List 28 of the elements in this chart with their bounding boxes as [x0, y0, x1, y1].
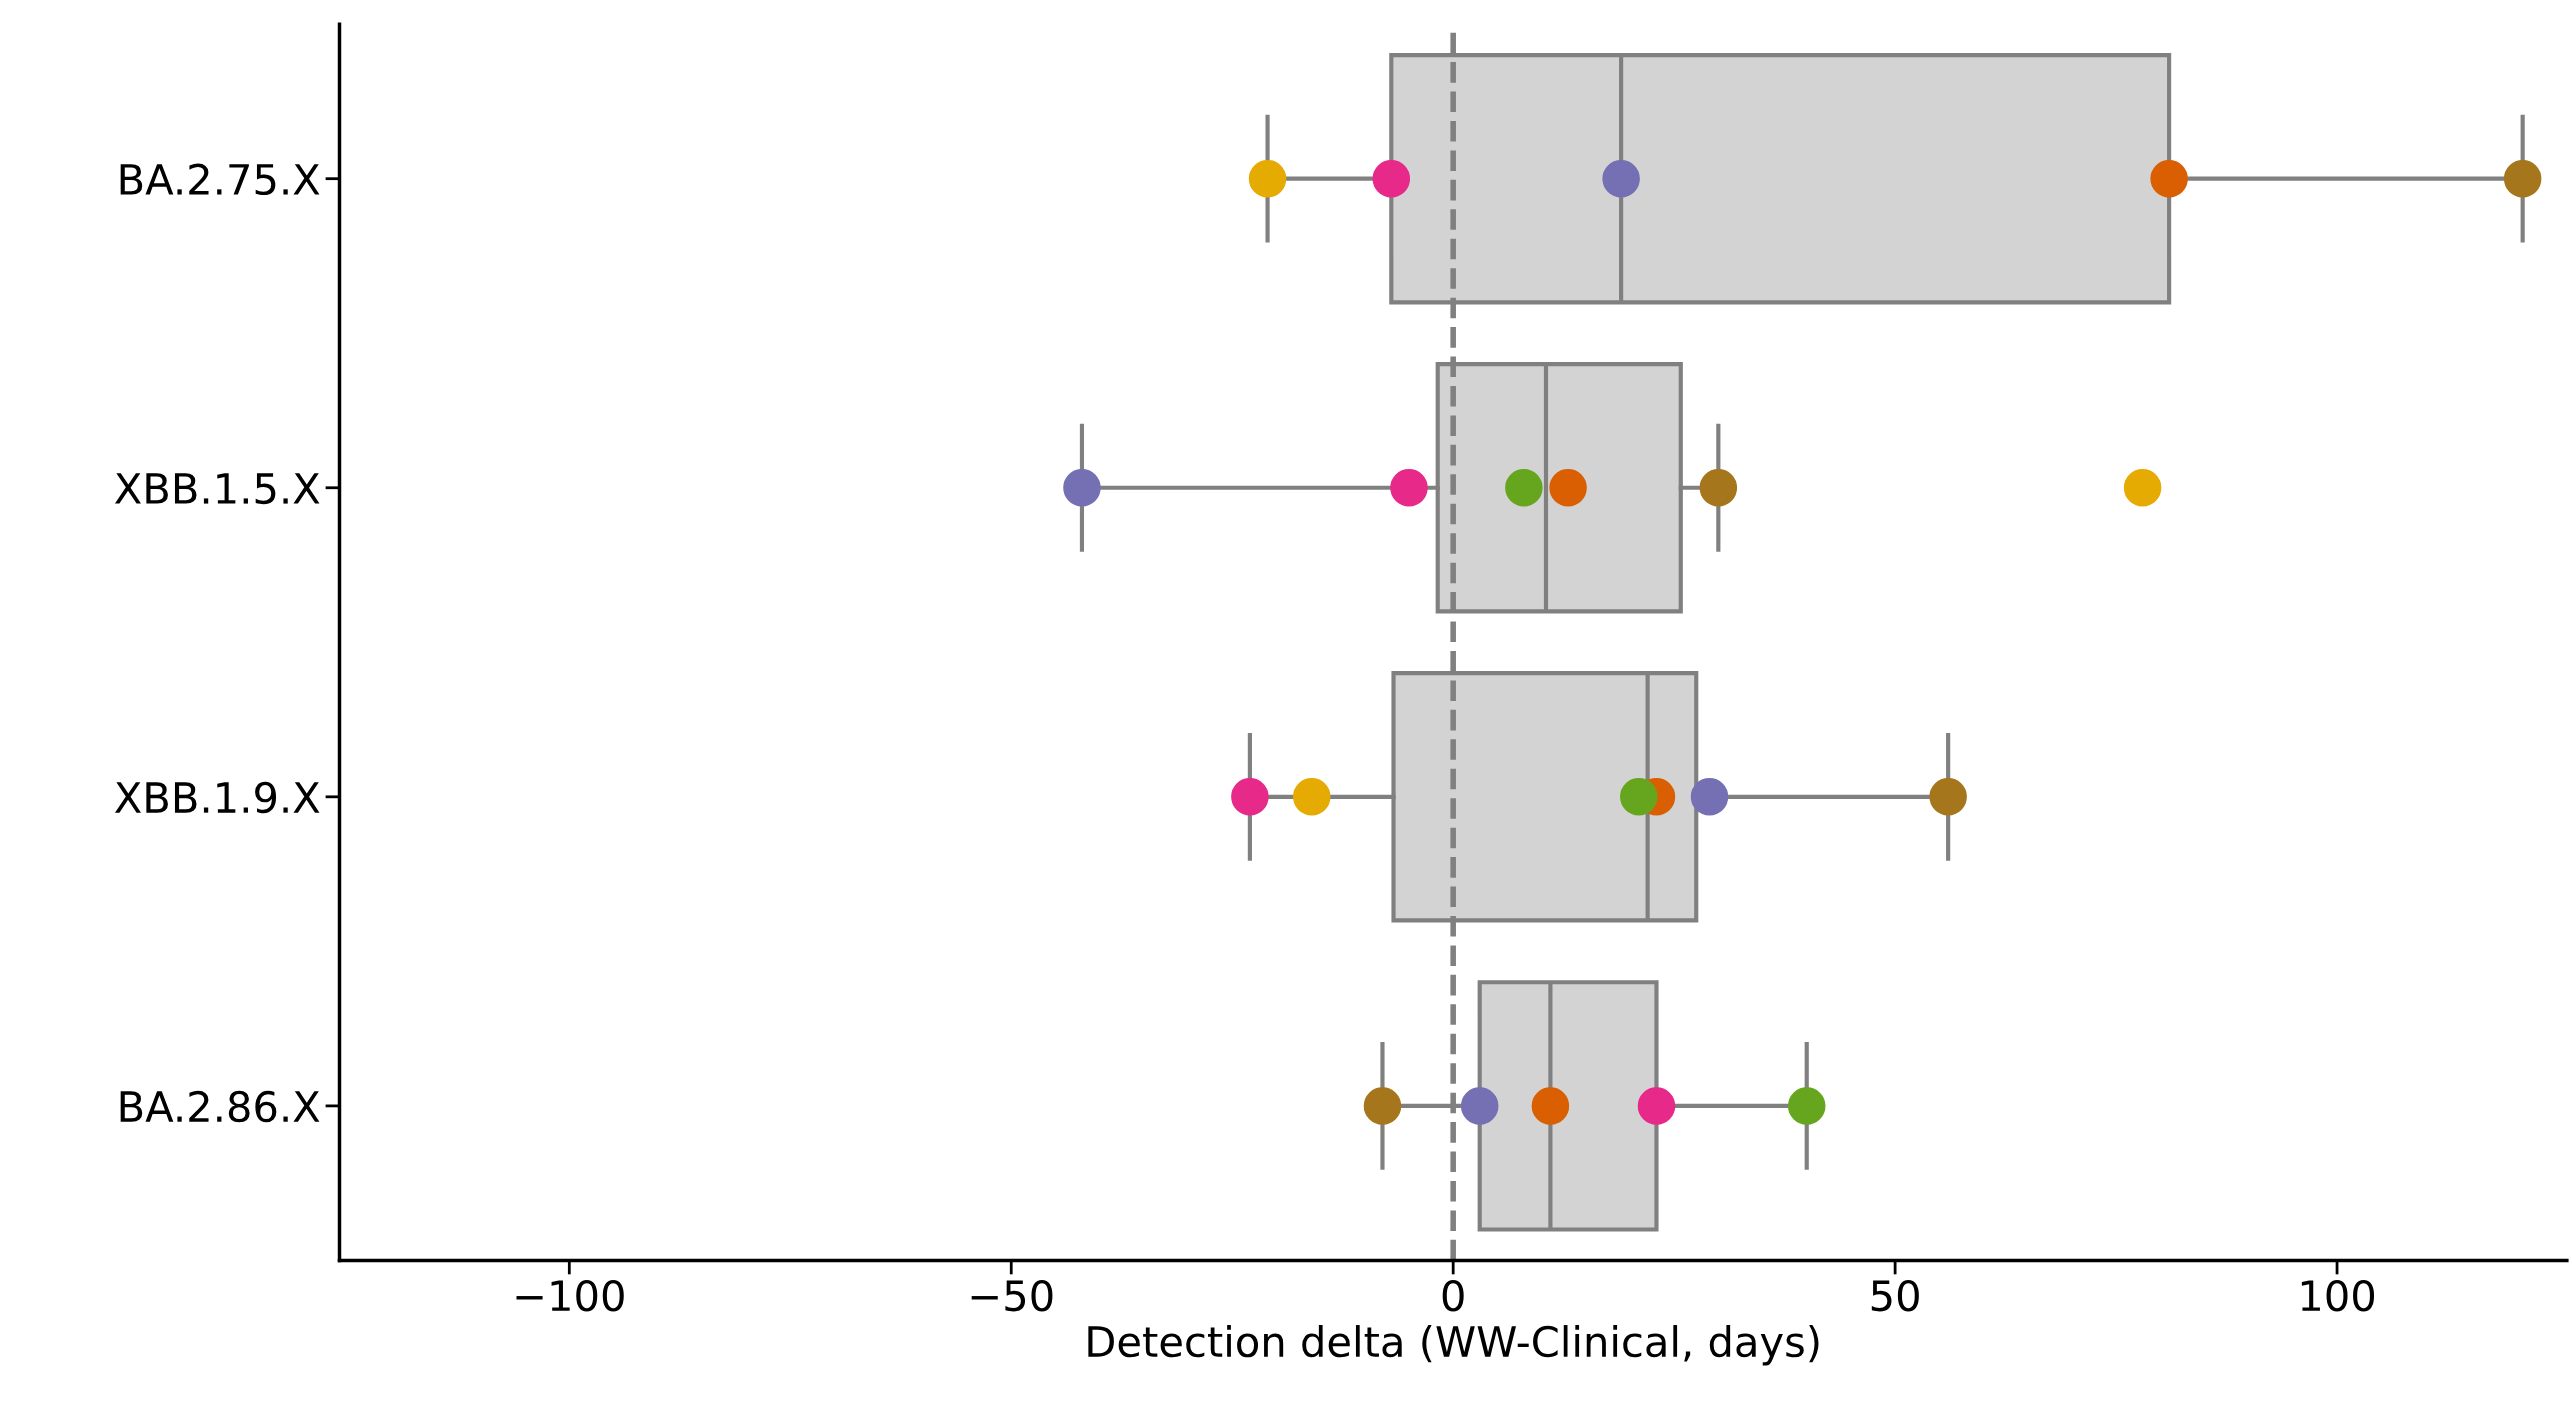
point — [1699, 469, 1738, 507]
point — [1531, 1087, 1570, 1125]
point — [1602, 159, 1640, 198]
point — [1063, 469, 1101, 507]
y-tick-label: XBB.1.5.X — [114, 473, 320, 505]
point — [1390, 469, 1428, 507]
y-tick-label: BA.2.86.X — [120, 1090, 320, 1123]
x-tick-label: −50 — [971, 1279, 1053, 1312]
point — [2123, 469, 2162, 507]
point — [1929, 778, 1967, 816]
point — [1690, 778, 1729, 816]
point — [1231, 778, 1269, 816]
y-tick-label: XBB.1.9.X — [114, 781, 320, 814]
x-tick-label: 0 — [1442, 1279, 1464, 1312]
point — [1372, 159, 1411, 198]
x-tick-label: 100 — [2301, 1279, 2375, 1312]
point — [1293, 778, 1331, 816]
point — [1460, 1087, 1499, 1125]
point — [1637, 1087, 1676, 1125]
point — [1549, 469, 1587, 507]
x-tick-label: 50 — [1871, 1279, 1919, 1312]
point — [1363, 1087, 1402, 1125]
point — [2503, 159, 2542, 198]
x-tick-label: −100 — [516, 1279, 624, 1312]
y-tick-label: BA.2.75.X — [120, 163, 320, 196]
point — [1248, 159, 1287, 198]
x-axis-title: Detection delta (WW-Clinical, days) — [1088, 1325, 1819, 1366]
point — [2150, 159, 2188, 198]
